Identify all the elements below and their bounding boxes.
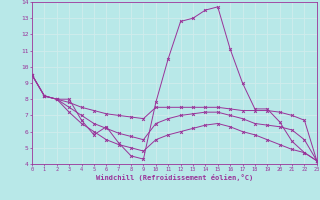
- X-axis label: Windchill (Refroidissement éolien,°C): Windchill (Refroidissement éolien,°C): [96, 174, 253, 181]
